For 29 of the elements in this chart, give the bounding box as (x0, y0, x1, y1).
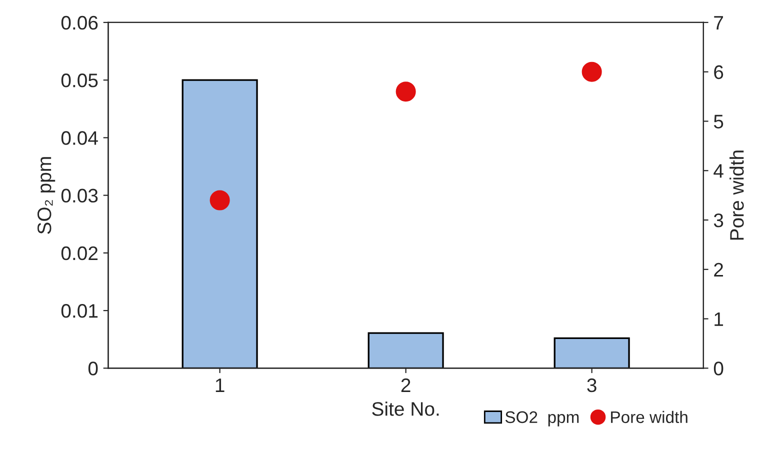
y2-tick-label: 3 (714, 213, 724, 228)
point (582, 62, 602, 82)
y2-tick-label: 0 (714, 362, 724, 376)
bar (182, 79, 258, 368)
y-tick-label: 0.05 (61, 74, 98, 88)
bar (554, 337, 630, 368)
y-tick-label: 0.01 (61, 304, 98, 318)
y2-tick-label: 4 (714, 164, 724, 178)
x-tick-label: 2 (401, 378, 410, 392)
x-tick-label: 3 (587, 378, 596, 392)
bar (368, 332, 444, 368)
y-axis-title: SO₂ ppm (37, 157, 56, 234)
y2-tick-label: 1 (714, 312, 724, 326)
y2-tick-label: 5 (714, 114, 724, 128)
y-tick-label: 0.06 (61, 16, 98, 30)
y-tick-label: 0.02 (61, 246, 98, 260)
y2-axis-title: Pore width (730, 150, 744, 240)
x-tick-label: 1 (216, 378, 224, 392)
y-tick-label: 0 (88, 362, 98, 376)
y-tick-label: 0.03 (61, 188, 98, 203)
x-axis-title: Site No. (372, 402, 439, 416)
legend-label: SO2 ppm (505, 411, 579, 426)
y2-tick-label: 6 (714, 65, 724, 80)
y2-tick-label: 2 (714, 262, 723, 276)
point (210, 190, 230, 210)
y-tick-label: 0.04 (61, 131, 98, 145)
point (396, 82, 416, 102)
y2-tick-label: 7 (714, 16, 723, 30)
legend-label: Pore width (611, 410, 688, 424)
